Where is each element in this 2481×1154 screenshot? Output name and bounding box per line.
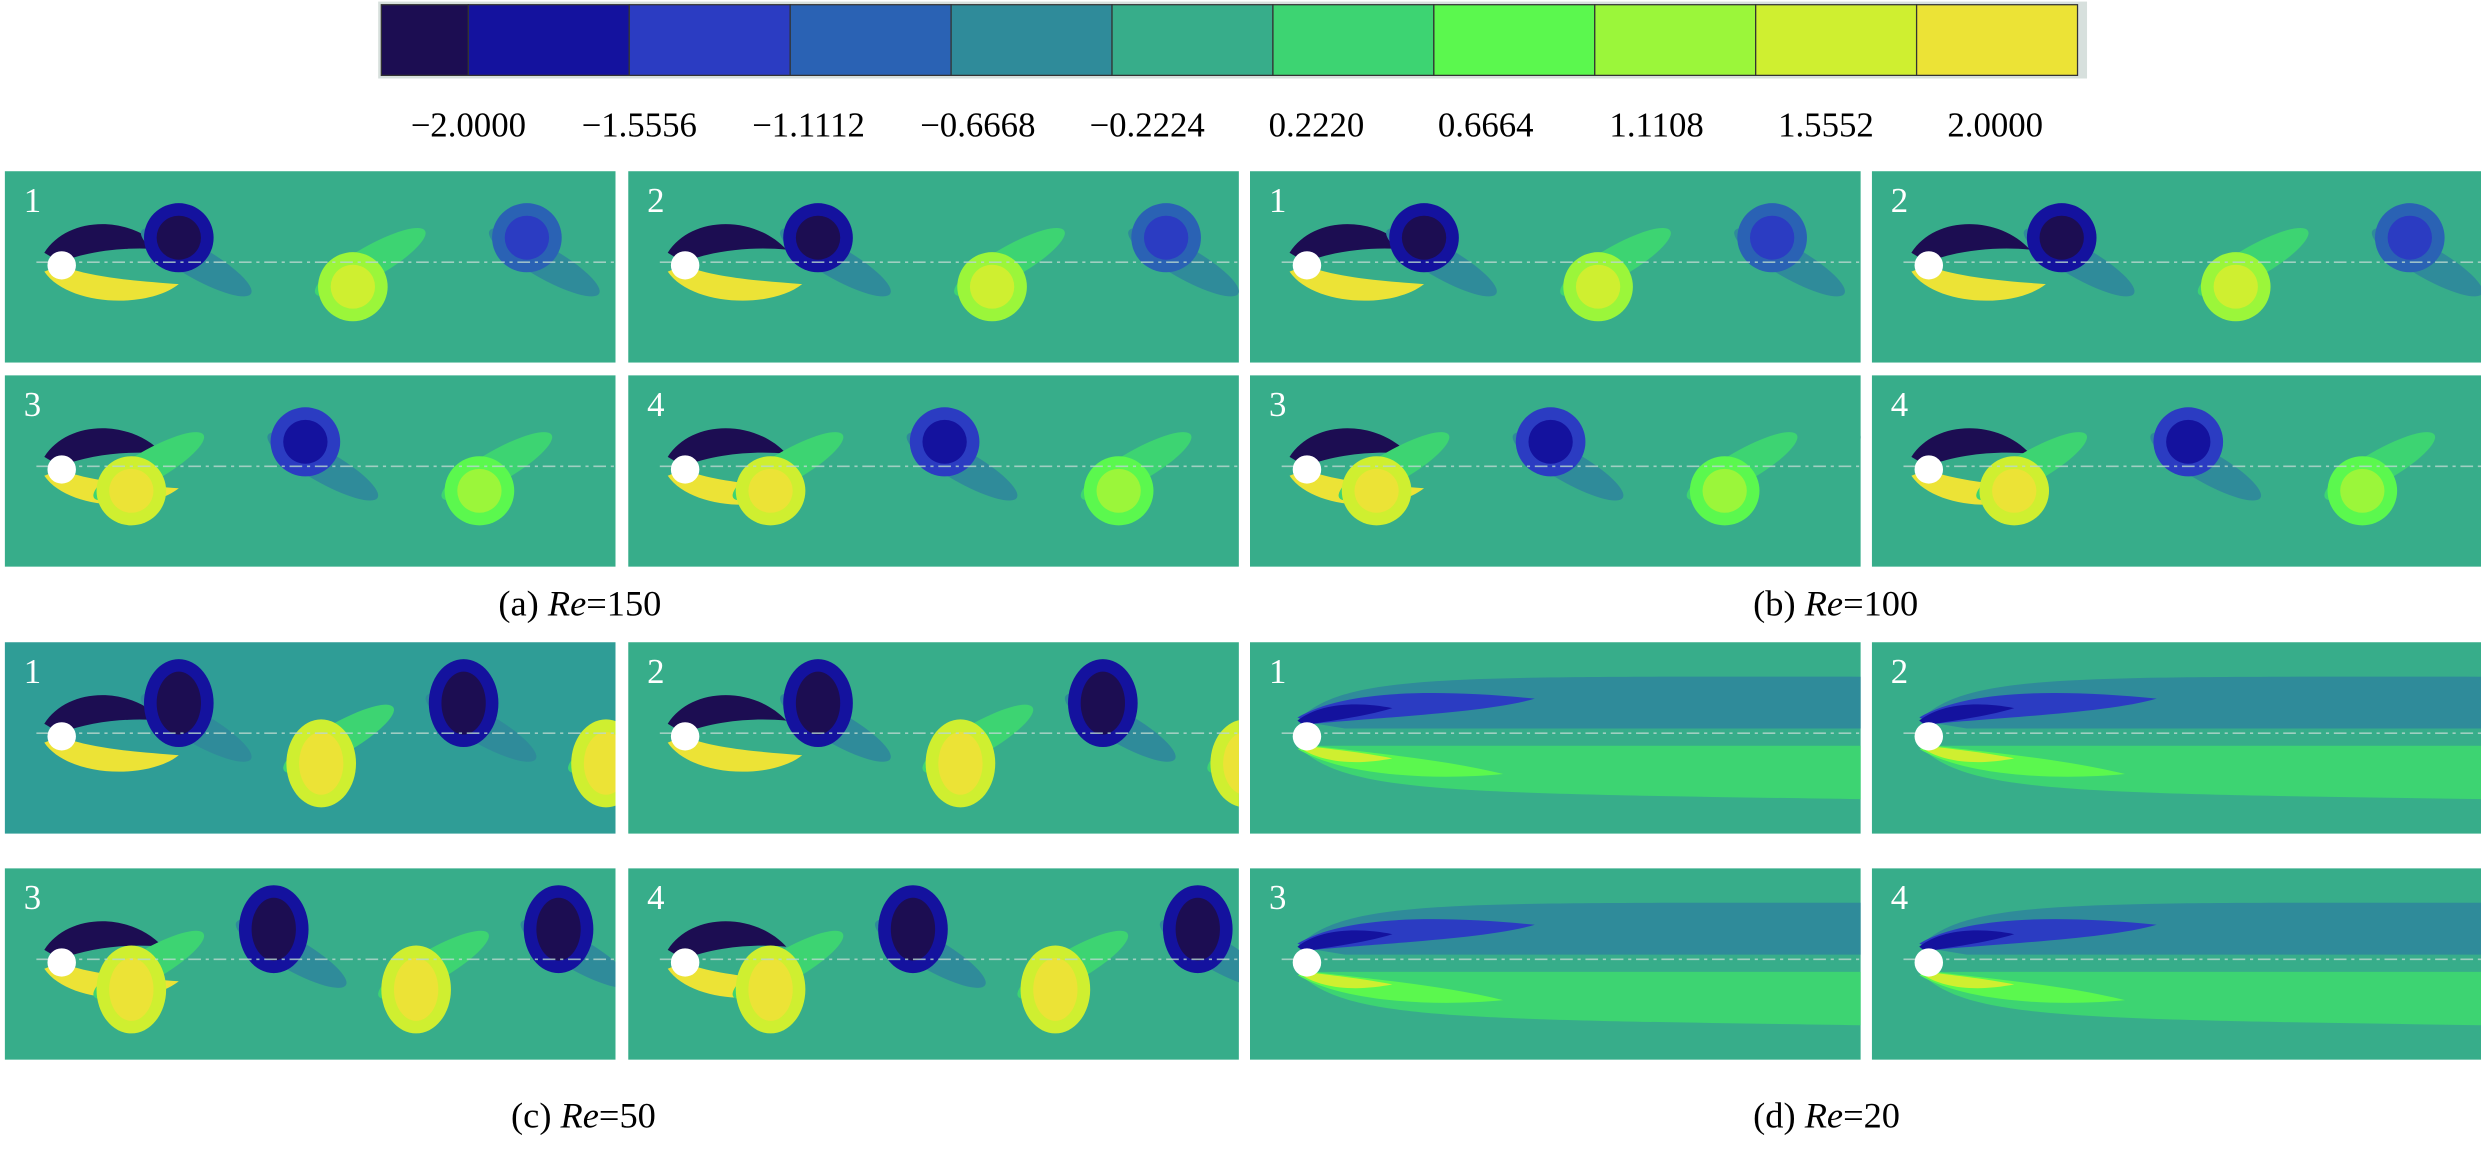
cylinder xyxy=(1914,455,1944,484)
panel-index-label: 2 xyxy=(647,653,664,691)
colorbar-swatch xyxy=(1111,4,1274,76)
panel-index-label: 1 xyxy=(1269,653,1286,691)
cylinder xyxy=(670,948,700,977)
panel-index-label: 1 xyxy=(24,653,41,691)
colorbar-tick-label: 0.6664 xyxy=(1438,107,1534,145)
colorbar-swatch xyxy=(1433,4,1596,76)
colorbar-tick-label: 1.1108 xyxy=(1609,107,1703,145)
cylinder xyxy=(1914,948,1944,977)
caption-d: (d) Re=20 xyxy=(1753,1095,1900,1135)
colorbar-tick-label: −0.6668 xyxy=(920,107,1035,145)
panel-index-label: 3 xyxy=(24,879,41,917)
flow-panel: 2 xyxy=(628,642,1239,834)
flow-panel: 3 xyxy=(1249,868,1861,1060)
panel-index-label: 3 xyxy=(1269,386,1286,424)
colorbar-swatch xyxy=(950,4,1113,76)
colorbar-swatch xyxy=(467,4,630,76)
panel-index-label: 4 xyxy=(1891,879,1908,917)
colorbar-swatch xyxy=(1755,4,1918,76)
colorbar-tick-label: 1.5552 xyxy=(1778,107,1874,145)
colorbar-swatch xyxy=(628,4,791,76)
colorbar-swatch xyxy=(1272,4,1435,76)
cylinder xyxy=(1914,722,1944,751)
cylinder xyxy=(47,455,76,484)
flow-panel: 2 xyxy=(1871,642,2481,834)
flow-panel: 1 xyxy=(1249,171,1861,363)
cylinder xyxy=(670,251,700,280)
flow-panel: 4 xyxy=(1871,868,2481,1060)
cylinder xyxy=(47,722,76,751)
caption-b: (b) Re=100 xyxy=(1753,584,1918,624)
cylinder xyxy=(670,722,700,751)
colorbar-swatch xyxy=(1594,4,1757,76)
cylinder xyxy=(670,455,700,484)
panel-index-label: 3 xyxy=(24,386,41,424)
panel-index-label: 1 xyxy=(24,182,41,220)
panel-index-label: 1 xyxy=(1269,182,1286,220)
flow-panel: 3 xyxy=(1249,375,1861,567)
cylinder xyxy=(1292,722,1322,751)
colorbar-swatch xyxy=(1915,4,2079,76)
caption-c: (c) Re=50 xyxy=(511,1095,656,1135)
colorbar: −2.0000 −1.5556 −1.1112 −0.6668 −0.2224 0.222… xyxy=(378,1,2088,145)
cylinder xyxy=(1292,251,1322,280)
panel-index-label: 3 xyxy=(1269,879,1286,917)
panel-index-label: 4 xyxy=(647,879,664,917)
cylinder xyxy=(47,948,76,977)
cylinder xyxy=(1914,251,1944,280)
colorbar-ticks: −2.0000 −1.5556 −1.1112 −0.6668 −0.2224 0.222… xyxy=(411,107,2043,145)
flow-panel: 4 xyxy=(628,375,1239,567)
cylinder xyxy=(1292,455,1322,484)
flow-panel: 4 xyxy=(1871,375,2481,567)
panel-index-label: 4 xyxy=(1891,386,1908,424)
colorbar-tick-label: 2.0000 xyxy=(1947,107,2043,145)
panels: 1 2 3 4 1 2 3 4 1 2 3 4 1 2 3 4 xyxy=(4,171,2481,1060)
cylinder xyxy=(47,251,76,280)
captions: (a) Re=150 (b) Re=100 (c) Re=50 (d) Re=2… xyxy=(498,584,1918,1136)
flow-panel: 4 xyxy=(628,868,1239,1060)
colorbar-tick-label: −1.5556 xyxy=(582,107,697,145)
colorbar-swatches xyxy=(378,1,2088,79)
flow-panel: 1 xyxy=(4,642,616,834)
cylinder xyxy=(1292,948,1322,977)
flow-panel: 2 xyxy=(1871,171,2481,363)
colorbar-tick-label: 0.2220 xyxy=(1269,107,1365,145)
panel-index-label: 2 xyxy=(647,182,664,220)
colorbar-swatch xyxy=(789,4,952,76)
flow-panel: 1 xyxy=(1249,642,1861,834)
flow-panel: 3 xyxy=(4,375,616,567)
colorbar-tick-label: −0.2224 xyxy=(1089,107,1204,145)
colorbar-tick-label: −2.0000 xyxy=(411,107,526,145)
panel-index-label: 2 xyxy=(1891,653,1908,691)
flow-panel: 2 xyxy=(628,171,1239,363)
panel-index-label: 2 xyxy=(1891,182,1908,220)
flow-panel: 3 xyxy=(4,868,616,1060)
colorbar-tick-label: −1.1112 xyxy=(752,107,865,145)
panel-index-label: 4 xyxy=(647,386,664,424)
flow-panel: 1 xyxy=(4,171,616,363)
caption-a: (a) Re=150 xyxy=(498,584,661,624)
colorbar-swatch xyxy=(380,4,469,76)
